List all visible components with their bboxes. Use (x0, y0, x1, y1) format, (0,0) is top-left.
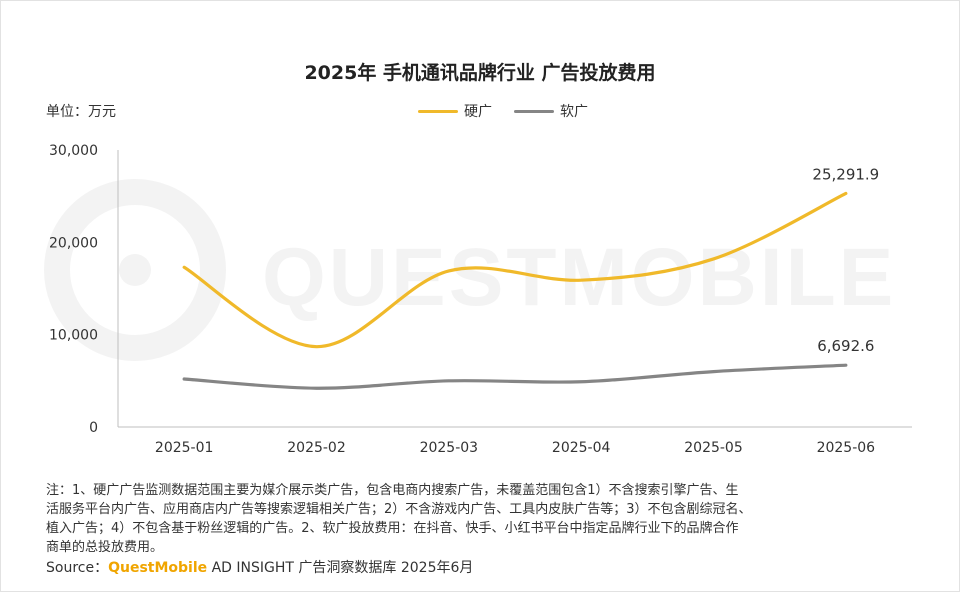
legend-item-soft-ads: 软广 (514, 101, 588, 121)
legend-swatch-soft-ads (514, 109, 554, 113)
footnote-line-4: 商单的总投放费用。 (46, 540, 164, 555)
watermark-logo-ring (44, 179, 226, 361)
y-tick-label: 30,000 (49, 143, 98, 159)
legend: 硬广 软广 (418, 101, 588, 121)
x-tick-label: 2025-01 (155, 440, 214, 456)
footnotes: 注：1、硬广广告监测数据范围主要为媒介展示类广告，包含电商内搜索广告，未覆盖范围… (46, 481, 916, 557)
footnote-line-3: 植入广告；4）不包含基于粉丝逻辑的广告。2、软广投放费用：在抖音、快手、小红书平… (46, 521, 739, 536)
unit-label: 单位：万元 (46, 104, 116, 120)
y-tick-label: 20,000 (49, 235, 98, 251)
source-prefix: Source： (46, 560, 109, 576)
y-tick-label: 0 (89, 420, 98, 436)
x-tick-label: 2025-02 (287, 440, 346, 456)
watermark: QUESTMOBILE (44, 179, 896, 361)
series-line-1 (182, 363, 848, 390)
footnote-line-1: 注：1、硬广广告监测数据范围主要为媒介展示类广告，包含电商内搜索广告，未覆盖范围… (46, 483, 739, 498)
watermark-text: QUESTMOBILE (262, 232, 896, 323)
labels-layer: 25,291.9 6,692.6 (812, 165, 879, 355)
watermark-logo-dot (119, 254, 151, 286)
series-line-0 (182, 191, 848, 349)
legend-swatch-hard-ads (418, 109, 458, 113)
chart-title: 2025年 手机通讯品牌行业 广告投放费用 (304, 62, 656, 84)
source-line: Source：QuestMobile AD INSIGHT 广告洞察数据库 20… (46, 557, 473, 577)
legend-label-soft-ads: 软广 (560, 104, 588, 120)
data-label: 6,692.6 (817, 337, 874, 355)
x-tick-label: 2025-03 (420, 440, 479, 456)
series-layer (182, 191, 848, 390)
legend-item-hard-ads: 硬广 (418, 101, 492, 121)
x-tick-label: 2025-06 (817, 440, 876, 456)
footnote-line-2: 活服务平台内广告、应用商店内广告等搜索逻辑相关广告；2）不含游戏内广告、工具内皮… (46, 502, 752, 517)
x-tick-label: 2025-04 (552, 440, 611, 456)
source-brand: QuestMobile (108, 560, 208, 576)
y-tick-label: 10,000 (49, 328, 98, 344)
x-tick-label: 2025-05 (684, 440, 743, 456)
legend-label-hard-ads: 硬广 (464, 104, 492, 120)
data-label: 25,291.9 (812, 165, 879, 183)
source-rest: AD INSIGHT 广告洞察数据库 2025年6月 (207, 560, 474, 576)
axes: 0 10,000 20,000 30,000 2025-01 2025-02 2025-03… (49, 143, 912, 456)
